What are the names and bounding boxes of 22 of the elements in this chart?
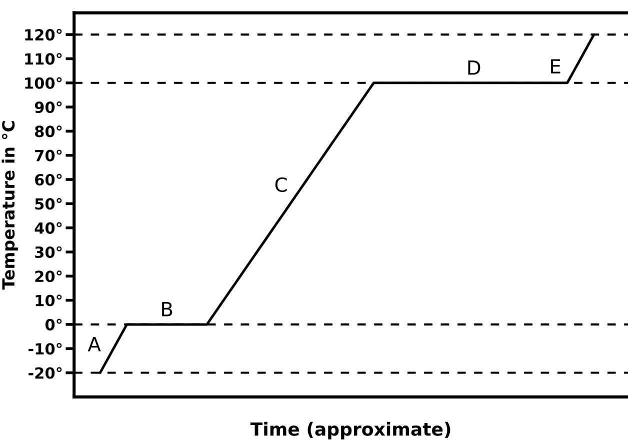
y-tick-label: 110° xyxy=(25,53,62,65)
data-label: B xyxy=(162,302,172,316)
data-label: E xyxy=(551,59,560,74)
y-tick-label: 20° xyxy=(35,270,62,282)
x-axis-title: Time (approximate) xyxy=(250,422,450,440)
y-tick-label: 100° xyxy=(25,77,62,89)
y-tick-label: 120° xyxy=(25,28,62,41)
data-label: D xyxy=(468,60,480,75)
y-tick-label: 10° xyxy=(36,294,62,306)
y-tick-label: 60° xyxy=(35,174,62,186)
y-tick-label: 40° xyxy=(34,222,62,234)
y-tick-label: 70° xyxy=(35,150,62,162)
y-tick-label: -20° xyxy=(28,367,62,379)
y-tick-label: 50° xyxy=(35,198,62,210)
y-tick-label: 0° xyxy=(45,318,62,330)
data-label: C xyxy=(275,177,287,192)
y-tick-label: 90° xyxy=(34,101,62,114)
data-label: A xyxy=(88,337,101,352)
y-tick-label: 30° xyxy=(35,246,62,258)
y-tick-label: -10° xyxy=(28,342,62,355)
y-axis-title: Temperature in °C xyxy=(2,121,18,290)
y-tick-label: 80° xyxy=(35,126,62,138)
